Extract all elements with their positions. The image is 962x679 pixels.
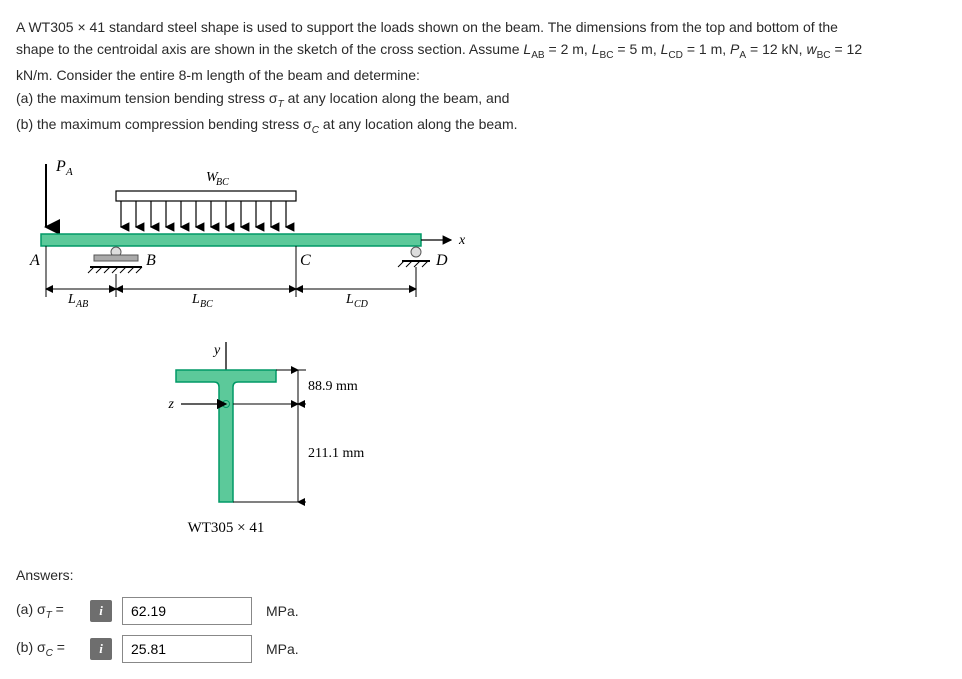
var: P [730, 41, 739, 57]
sub: C [312, 124, 319, 135]
problem-statement: A WT305 × 41 standard steel shape is use… [16, 16, 916, 139]
var: w [806, 41, 816, 57]
text: (b) the maximum compression bending stre… [16, 116, 312, 132]
text: at any location along the beam, and [284, 90, 510, 106]
text: A WT305 × 41 standard steel shape is use… [16, 19, 838, 35]
svg-text:y: y [212, 343, 221, 358]
svg-text:z: z [168, 397, 175, 412]
beam-diagram: P A W BC x A B C D [16, 149, 946, 322]
answer-b-label: (b) σC = [16, 639, 80, 659]
info-icon: i [90, 638, 112, 660]
answer-b-unit: MPa. [266, 641, 299, 657]
answer-row-a: (a) σT = i MPa. [16, 597, 946, 625]
answers-heading: Answers: [16, 567, 946, 583]
svg-text:x: x [458, 233, 466, 248]
text: kN/m. Consider the entire 8-m length of … [16, 67, 420, 83]
svg-text:BC: BC [216, 177, 229, 188]
svg-text:WT305 × 41: WT305 × 41 [188, 520, 265, 536]
sub: AB [531, 50, 544, 61]
svg-text:C: C [300, 252, 311, 269]
answers-section: Answers: (a) σT = i MPa. (b) σC = i MPa. [16, 567, 946, 663]
svg-text:211.1 mm: 211.1 mm [308, 446, 364, 461]
info-icon: i [90, 600, 112, 622]
svg-text:BC: BC [200, 299, 213, 310]
text: at any location along the beam. [319, 116, 517, 132]
svg-text:A: A [29, 252, 40, 269]
cross-section-diagram: y z 88.9 mm 211.1 mm WT305 × 41 [16, 332, 946, 555]
svg-text:A: A [65, 166, 73, 178]
text: = 1 m, [683, 41, 730, 57]
svg-text:AB: AB [75, 299, 88, 310]
answer-row-b: (b) σC = i MPa. [16, 635, 946, 663]
svg-text:D: D [435, 252, 448, 269]
sub: BC [817, 50, 831, 61]
svg-text:88.9 mm: 88.9 mm [308, 379, 358, 394]
svg-text:L: L [191, 292, 200, 307]
text: = 12 kN, [746, 41, 806, 57]
text: = 2 m, [545, 41, 592, 57]
text: = 5 m, [614, 41, 661, 57]
svg-text:L: L [67, 292, 76, 307]
sub: CD [668, 50, 683, 61]
answer-a-label: (a) σT = [16, 601, 80, 621]
sub: BC [600, 50, 614, 61]
svg-text:B: B [146, 252, 156, 269]
text: (a) the maximum tension bending stress σ [16, 90, 278, 106]
answer-b-input[interactable] [122, 635, 252, 663]
svg-text:CD: CD [354, 299, 369, 310]
text: = 12 [831, 41, 863, 57]
svg-text:P: P [55, 158, 66, 175]
text: shape to the centroidal axis are shown i… [16, 41, 523, 57]
svg-text:L: L [345, 292, 354, 307]
answer-a-input[interactable] [122, 597, 252, 625]
var: L [592, 41, 600, 57]
answer-a-unit: MPa. [266, 603, 299, 619]
